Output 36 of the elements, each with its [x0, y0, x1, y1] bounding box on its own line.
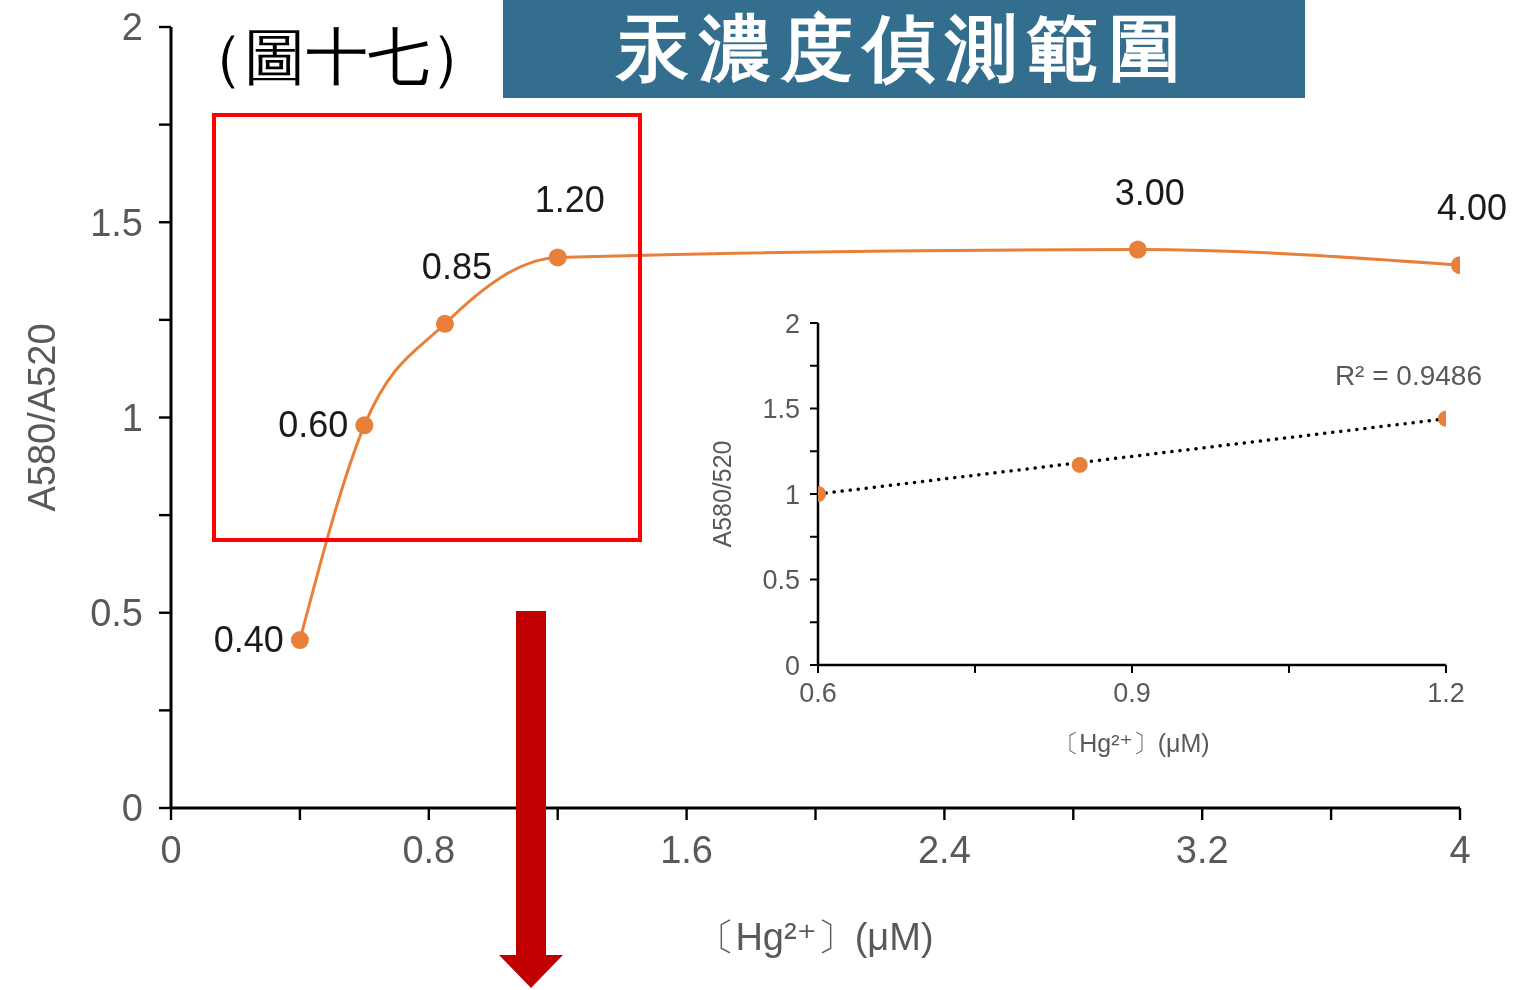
annotation: 0.60 — [278, 404, 349, 446]
x-tick-label: 0.8 — [402, 828, 456, 871]
chart-subtitle: （圖十七） — [182, 22, 492, 93]
point — [290, 631, 309, 650]
point — [355, 416, 374, 435]
annotation: 4.00 — [1436, 187, 1508, 229]
y-axis-title: A580/A520 — [21, 323, 63, 512]
point — [548, 248, 567, 267]
x-tick-label: 0 — [160, 828, 182, 871]
y-tick-label: 1 — [784, 479, 800, 510]
y-tick-label: 1.5 — [762, 394, 800, 425]
y-tick-label: 0 — [784, 650, 800, 681]
annotation: 1.20 — [534, 179, 605, 221]
y-axis-title: A580/520 — [708, 440, 736, 548]
x-tick-label: 0.6 — [799, 678, 837, 709]
x-tick-label: 3.2 — [1175, 828, 1229, 871]
x-tick-label: 4 — [1449, 828, 1471, 871]
x-tick-label: 2.4 — [917, 828, 971, 871]
annotation: R² = 0.9486 — [1334, 360, 1482, 391]
y-tick-label: 0.5 — [762, 565, 800, 596]
y-tick-label: 2 — [121, 6, 143, 49]
point — [435, 314, 454, 333]
y-tick-label: 1 — [121, 396, 143, 439]
chart-title: 汞濃度偵測範圍 — [503, 0, 1305, 98]
y-tick-label: 2 — [784, 308, 800, 339]
annotation: 0.40 — [213, 619, 284, 661]
y-tick-label: 0.5 — [90, 592, 143, 635]
annotation: 0.85 — [421, 245, 492, 287]
x-tick-label: 0.9 — [1113, 678, 1151, 709]
y-tick-label: 0 — [121, 787, 143, 830]
x-tick-label: 1.6 — [660, 828, 714, 871]
x-axis-title: 〔Hg²⁺〕(μM) — [697, 916, 934, 958]
x-tick-label: 1.2 — [1427, 678, 1465, 709]
x-axis-title: 〔Hg²⁺〕(μM) — [1054, 729, 1210, 757]
y-tick-label: 1.5 — [90, 201, 143, 244]
annotation: 3.00 — [1114, 171, 1185, 213]
